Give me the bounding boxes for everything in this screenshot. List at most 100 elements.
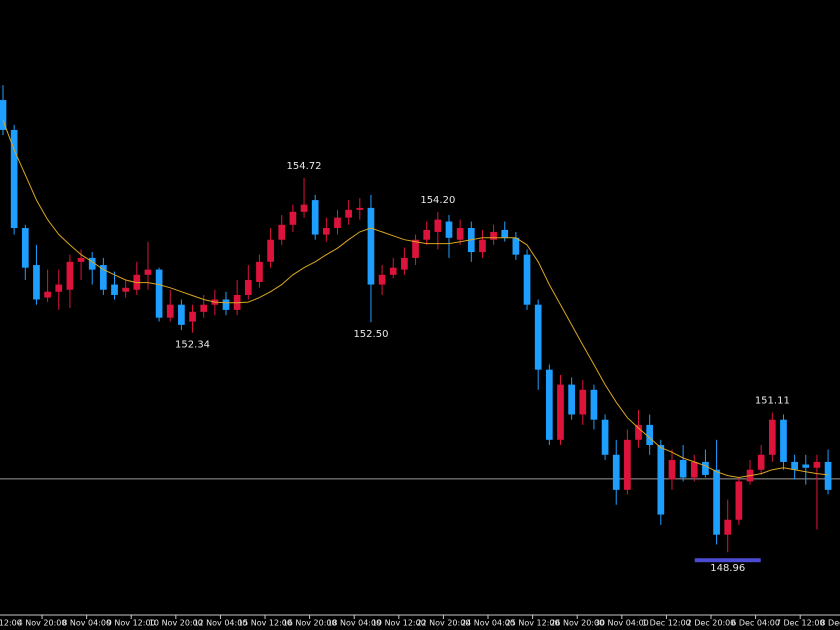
- candle-body: [44, 291, 51, 298]
- candle-body: [501, 229, 509, 238]
- candle-body: [568, 384, 575, 415]
- candle-body: [222, 299, 230, 310]
- candle-body: [21, 228, 29, 268]
- candle-body: [412, 239, 419, 258]
- price-annotation: 148.96: [710, 563, 745, 574]
- candle-body: [545, 369, 553, 440]
- candle-body: [401, 257, 408, 270]
- x-tick-label: 24 Nov 04:00: [461, 619, 515, 628]
- x-tick-label: 15 Nov 12:00: [238, 619, 292, 628]
- candle-body: [490, 231, 497, 240]
- candle-body: [55, 284, 63, 292]
- candle-body: [646, 424, 654, 446]
- candle-body: [434, 219, 442, 232]
- x-tick-label: 8 Nov 04:00: [62, 619, 111, 628]
- candle-body: [802, 464, 810, 468]
- x-tick-label: 25 Nov 12:00: [506, 619, 560, 628]
- candle-body: [780, 419, 787, 462]
- candle-body: [345, 209, 352, 218]
- candle-body: [100, 265, 107, 290]
- candle-body: [144, 269, 152, 275]
- price-annotation: 154.20: [420, 195, 455, 206]
- candle-body: [445, 221, 453, 238]
- candle-body: [690, 461, 698, 478]
- x-tick-label: 30 Nov 04:00: [595, 619, 649, 628]
- candle-body: [122, 287, 129, 292]
- candle-body: [311, 200, 319, 235]
- candle-body: [679, 459, 687, 478]
- x-tick-label: 1 Dec 12:00: [642, 619, 691, 628]
- candle-body: [66, 261, 74, 290]
- candle-body: [523, 254, 531, 305]
- candle-body: [289, 211, 297, 225]
- x-tick-label: 12 Nov 04:00: [193, 619, 247, 628]
- candle-body: [77, 257, 85, 262]
- candle-body: [713, 469, 720, 535]
- candle-body: [322, 228, 330, 235]
- low-marker: [694, 558, 761, 563]
- candle-body: [557, 384, 564, 440]
- x-tick-label: 2 Dec 20:00: [687, 619, 736, 628]
- candle-body: [791, 461, 798, 470]
- candle-body: [512, 237, 520, 255]
- candle-body: [724, 519, 732, 535]
- candle-body: [702, 461, 709, 475]
- x-tick-label: 26 Nov 20:00: [550, 619, 604, 628]
- candle-body: [824, 461, 832, 490]
- candle-body: [479, 239, 486, 253]
- x-tick-label: 19 Nov 12:00: [372, 619, 426, 628]
- candle-body: [367, 207, 375, 285]
- candle-body: [735, 481, 743, 520]
- candle-body: [33, 265, 40, 300]
- price-annotation: 152.34: [175, 340, 210, 351]
- x-tick-label: 7 Dec 12:00: [776, 619, 825, 628]
- candle-body: [579, 389, 587, 415]
- price-annotation: 152.50: [353, 329, 388, 340]
- candle-body: [668, 459, 676, 480]
- candle-body: [155, 269, 163, 318]
- x-tick-label: 10 Nov 20:00: [149, 619, 203, 628]
- x-tick-label: 3 Nov 12:00: [0, 619, 22, 628]
- candle-body: [88, 257, 96, 270]
- candle-body: [189, 311, 196, 322]
- x-tick-label: 6 Dec 04:00: [731, 619, 780, 628]
- candle-body: [757, 454, 765, 470]
- candle-body: [278, 224, 286, 240]
- candle-body: [256, 261, 263, 282]
- candle-body: [456, 228, 464, 240]
- x-tick-label: 18 Nov 04:00: [327, 619, 381, 628]
- candle-body: [166, 304, 174, 318]
- candle-body: [624, 439, 631, 490]
- candle-body: [635, 424, 642, 440]
- candle-body: [356, 207, 364, 210]
- candle-body: [423, 229, 431, 240]
- x-tick-label: 9 Nov 12:00: [107, 619, 156, 628]
- candle-body: [612, 454, 620, 490]
- moving-average: [2, 120, 829, 479]
- candle-body: [378, 274, 386, 285]
- candle-body: [657, 445, 665, 515]
- candle-body: [111, 284, 118, 295]
- candle-body: [244, 280, 252, 295]
- price-annotation: 151.11: [755, 396, 790, 407]
- candle-body: [10, 129, 18, 229]
- x-tick-label: 22 Nov 20:00: [416, 619, 470, 628]
- price-annotation: 154.72: [287, 161, 322, 172]
- x-tick-label: 8 Dec 20:00: [820, 619, 840, 628]
- candle-body: [534, 304, 542, 370]
- candle-body: [590, 389, 598, 420]
- x-tick-label: 16 Nov 20:00: [283, 619, 337, 628]
- candle-body: [300, 204, 308, 212]
- x-tick-label: 4 Nov 20:00: [18, 619, 67, 628]
- candle-body: [178, 304, 185, 325]
- candle-body: [813, 461, 821, 468]
- candle-body: [334, 217, 341, 229]
- candle-body: [0, 100, 7, 130]
- candle-body: [601, 419, 609, 455]
- candle-body: [768, 419, 776, 455]
- candle-body: [267, 239, 274, 262]
- candle-body: [389, 267, 397, 275]
- candle-body: [200, 304, 208, 312]
